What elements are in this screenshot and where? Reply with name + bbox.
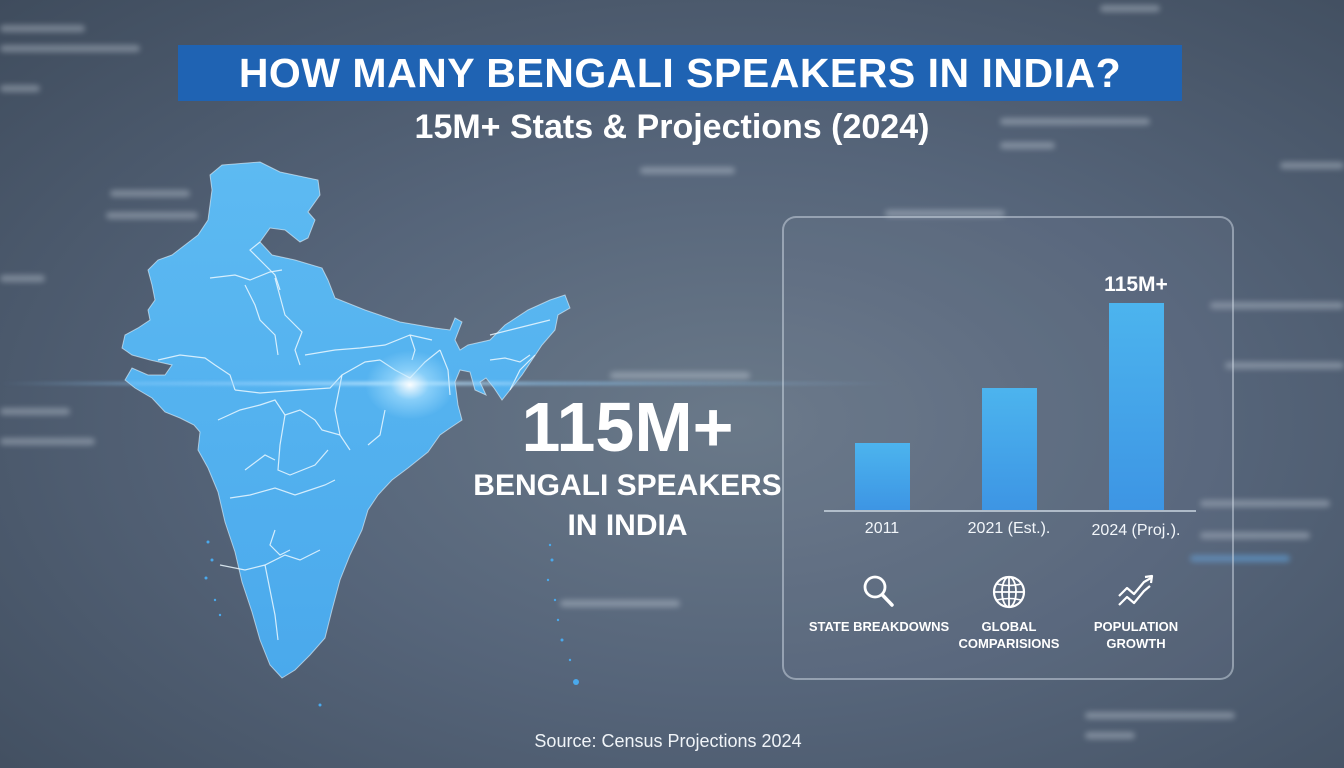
blurred-text — [0, 275, 45, 282]
feature-label: GLOBAL — [981, 619, 1037, 634]
source-note: Source: Census Projections 2024 — [534, 731, 802, 751]
blurred-text — [640, 167, 735, 174]
bar-value-2024: 115M+ — [1104, 273, 1168, 296]
page-subtitle: 15M+ Stats & Projections (2024) — [0, 108, 1344, 147]
blurred-text — [0, 85, 40, 92]
blurred-text — [560, 600, 680, 607]
x-tick-2021: 2021 (Est.). — [967, 520, 1051, 537]
x-axis-line — [824, 510, 1196, 512]
blurred-text — [1190, 555, 1290, 562]
feature-global-comparisions: GLOBAL COMPARISIONS — [934, 574, 1084, 652]
island-dots — [204, 540, 579, 707]
blurred-text — [1100, 5, 1160, 12]
blurred-text — [1085, 712, 1235, 719]
feature-label: COMPARISIONS — [958, 636, 1060, 651]
blurred-text — [1000, 142, 1055, 149]
headline-stat-value: 115M+ — [521, 388, 734, 466]
headline-stat-label-2: IN INDIA — [567, 509, 688, 542]
globe-icon — [992, 575, 1026, 609]
india-map — [121, 161, 579, 707]
blurred-text — [106, 212, 198, 219]
blurred-text — [1200, 500, 1330, 507]
blurred-text — [1200, 532, 1310, 539]
blurred-text — [110, 190, 190, 197]
headline-stat-label-1: BENGALI SPEAKERS — [473, 469, 782, 502]
bar-2024 — [1109, 303, 1164, 510]
lens-flare-glow — [365, 350, 455, 420]
bar-2021 — [982, 388, 1037, 510]
feature-label: GROWTH — [1106, 636, 1166, 651]
feature-label: POPULATION — [1093, 619, 1179, 634]
india-outline — [121, 161, 571, 679]
blurred-text — [0, 438, 95, 445]
bar-2011 — [855, 443, 910, 510]
state-borders — [157, 241, 551, 641]
blurred-text — [610, 372, 750, 379]
blurred-text — [0, 408, 70, 415]
feature-state-breakdowns: STATE BREAKDOWNS — [804, 574, 954, 635]
feature-list: STATE BREAKDOWNS GLOBAL COMPARISIONS POP… — [784, 574, 1236, 674]
blurred-text — [885, 210, 1005, 217]
headline-stat: 115M+ BENGALI SPEAKERS IN INDIA — [470, 388, 785, 546]
blurred-text — [0, 45, 140, 52]
blurred-text — [0, 25, 85, 32]
feature-label: STATE BREAKDOWNS — [808, 619, 950, 634]
page-title: HOW MANY BENGALI SPEAKERS IN INDIA? — [238, 49, 1122, 96]
subtitle-text: 15M+ Stats & Projections (2024) — [414, 108, 930, 146]
chart-panel: 115M+ 2011 2021 (Est.). 2024 (Proj․). ST… — [782, 216, 1234, 680]
blurred-text — [1000, 118, 1150, 125]
title-banner: HOW MANY BENGALI SPEAKERS IN INDIA? — [178, 45, 1182, 101]
bar-chart: 115M+ 2011 2021 (Est.). 2024 (Proj․). — [824, 258, 1196, 578]
blurred-text — [1210, 302, 1344, 309]
blurred-text — [1280, 162, 1344, 169]
blurred-text — [1225, 362, 1344, 369]
feature-population-growth: POPULATION GROWTH — [1061, 574, 1211, 652]
search-icon — [863, 575, 894, 607]
blurred-text — [1085, 732, 1135, 739]
x-tick-2011: 2011 — [864, 520, 900, 537]
x-tick-2024: 2024 (Proj․). — [1091, 522, 1181, 539]
trend-up-icon — [1118, 574, 1154, 606]
